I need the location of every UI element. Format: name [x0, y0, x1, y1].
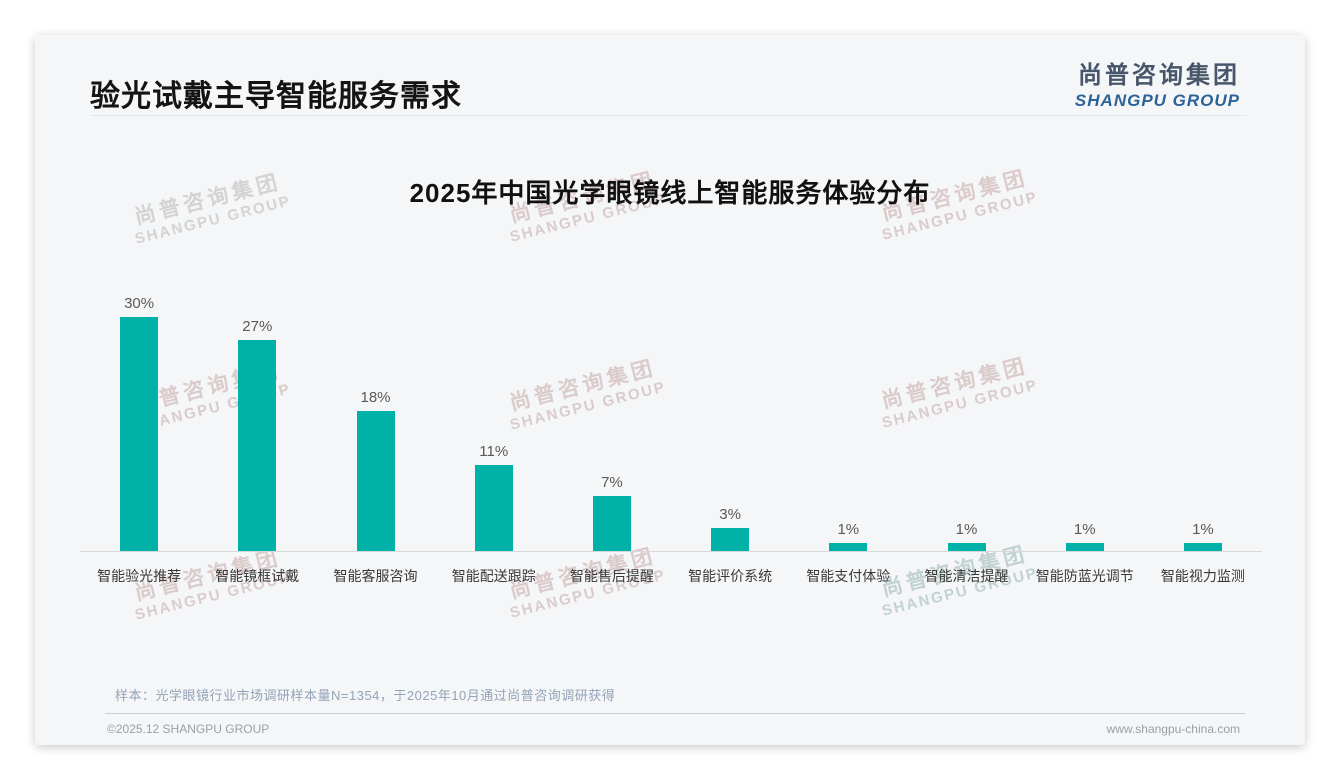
- bar: [474, 465, 513, 551]
- category-label: 智能防蓝光调节: [1035, 568, 1134, 584]
- chart-area: 30% 27% 18% 11% 7% 3% 1% 1% 1% 1%: [80, 289, 1262, 552]
- title-divider: [90, 115, 1247, 116]
- bar-value-label: 11%: [479, 443, 509, 461]
- bar-column: 27%: [198, 289, 316, 551]
- page-title: 验光试戴主导智能服务需求: [90, 80, 462, 113]
- bar: [947, 543, 986, 551]
- website-text: www.shangpu-china.com: [1106, 722, 1240, 736]
- bar: [592, 496, 631, 551]
- bar-value-label: 7%: [601, 474, 623, 492]
- logo-chinese-name: 尚普咨询集团: [1078, 62, 1240, 89]
- bar: [1065, 543, 1104, 551]
- category-label: 智能清洁提醒: [924, 568, 1009, 584]
- category-label: 智能验光推荐: [97, 568, 182, 584]
- bar-value-label: 30%: [124, 295, 155, 312]
- bar: [356, 410, 395, 551]
- bar-column: 3%: [671, 289, 789, 551]
- bar-column: 7%: [553, 289, 671, 551]
- bar: [829, 543, 868, 551]
- sample-note: 样本：光学眼镜行业市场调研样本量N=1354，于2025年10月通过尚普咨询调研…: [115, 688, 616, 703]
- bar-value-label: 3%: [719, 505, 741, 523]
- category-label: 智能视力监测: [1160, 568, 1245, 584]
- bar-column: 1%: [907, 289, 1025, 551]
- category-label: 智能镜框试戴: [215, 568, 300, 584]
- bar: [1183, 543, 1222, 551]
- bar: [238, 340, 277, 551]
- slide-card: 验光试戴主导智能服务需求 尚普咨询集团 SHANGPU GROUP 2025年中…: [35, 35, 1305, 745]
- bar: [711, 527, 750, 551]
- bar-column: 1%: [1144, 289, 1262, 551]
- category-label: 智能支付体验: [806, 568, 891, 584]
- chart-title: 2025年中国光学眼镜线上智能服务体验分布: [409, 178, 931, 208]
- bar-value-label: 1%: [955, 521, 978, 539]
- bar-value-label: 1%: [1073, 521, 1096, 539]
- bar-column: 1%: [789, 289, 907, 551]
- bar-column: 11%: [435, 289, 553, 551]
- bar: [120, 317, 159, 551]
- copyright-text: ©2025.12 SHANGPU GROUP: [107, 722, 270, 736]
- category-axis: 智能验光推荐 智能镜框试戴 智能客服咨询 智能配送跟踪 智能售后提醒 智能评价系统 智能支付…: [80, 566, 1262, 586]
- category-label: 智能配送跟踪: [451, 568, 536, 584]
- bar-column: 30%: [80, 289, 198, 551]
- bar-value-label: 1%: [1192, 521, 1214, 539]
- bar-column: 18%: [316, 289, 434, 551]
- bar-column: 1%: [1026, 289, 1144, 551]
- footer-divider: [105, 713, 1245, 714]
- company-logo: 尚普咨询集团 SHANGPU GROUP: [1075, 55, 1240, 111]
- logo-english-name: SHANGPU GROUP: [1074, 91, 1240, 110]
- category-label: 智能评价系统: [688, 568, 773, 584]
- category-label: 智能售后提醒: [569, 568, 654, 584]
- bar-value-label: 18%: [360, 388, 391, 406]
- bar-value-label: 1%: [837, 521, 860, 539]
- bar-value-label: 27%: [242, 318, 273, 336]
- category-label: 智能客服咨询: [333, 568, 418, 584]
